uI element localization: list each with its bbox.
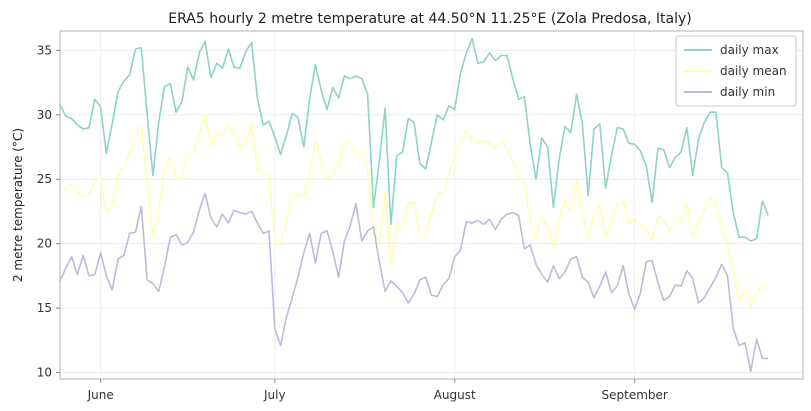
y-tick-label: 35 xyxy=(37,43,52,57)
series-lines xyxy=(59,37,769,373)
plot-frame xyxy=(59,30,804,380)
legend-label: daily max xyxy=(720,43,779,57)
legend-label: daily min xyxy=(720,85,775,99)
y-tick-label: 15 xyxy=(37,301,52,315)
y-axis: 10 15 20 25 30 35 xyxy=(37,43,60,380)
series-line-daily-max xyxy=(59,37,769,242)
series-line-daily-mean xyxy=(59,114,769,308)
legend: daily max daily mean daily min xyxy=(675,35,797,107)
x-axis: June July August September xyxy=(87,379,668,402)
legend-label: daily mean xyxy=(720,64,787,78)
y-tick-label: 20 xyxy=(37,237,52,251)
y-tick-label: 25 xyxy=(37,172,52,186)
series-line-daily-min xyxy=(59,192,769,373)
x-tick-label: July xyxy=(263,388,286,402)
y-axis-label: 2 metre temperature (°C) xyxy=(11,128,25,282)
legend-box xyxy=(675,35,797,107)
x-tick-label: June xyxy=(87,388,114,402)
x-tick-label: September xyxy=(602,388,668,402)
x-tick-label: August xyxy=(434,388,476,402)
y-tick-label: 30 xyxy=(37,108,52,122)
chart-title: ERA5 hourly 2 metre temperature at 44.50… xyxy=(168,11,691,27)
y-tick-label: 10 xyxy=(37,366,52,380)
